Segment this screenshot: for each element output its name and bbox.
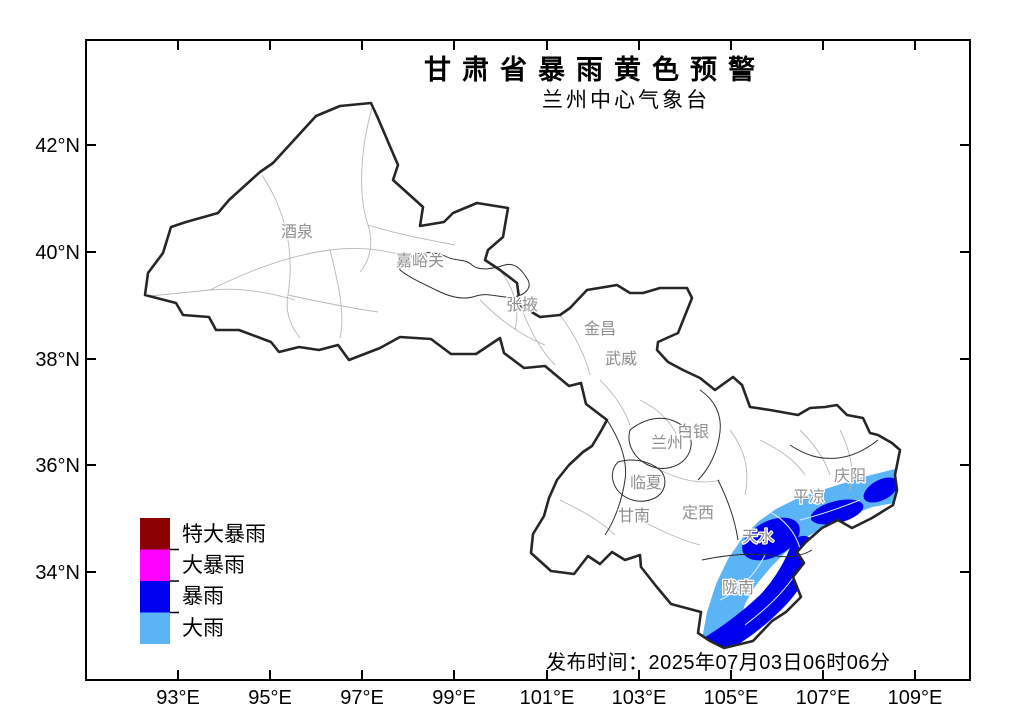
county-boundaries (149, 107, 853, 546)
y-tick-label: 36°N (35, 455, 80, 477)
gannan-boundary (604, 419, 627, 536)
city-label: 武威 (605, 350, 637, 368)
city-label: 平凉 (793, 488, 825, 506)
city-label: 酒泉 (281, 223, 313, 241)
county-line (799, 499, 861, 521)
axis-ticks (86, 40, 970, 680)
county-line (639, 519, 701, 546)
dingxi-tianshui-boundary (717, 479, 739, 541)
county-line (839, 429, 853, 491)
legend-swatch-rainstorm (140, 581, 170, 613)
county-line (559, 314, 591, 376)
y-tick-label: 42°N (35, 135, 80, 157)
county-line (559, 499, 616, 536)
legend: 特大暴雨 大暴雨 暴雨 大雨 (140, 518, 266, 644)
x-tick-label: 105°E (704, 687, 759, 709)
county-line (519, 304, 556, 366)
city-label: 金昌 (584, 320, 616, 338)
x-tick-label: 97°E (340, 687, 384, 709)
legend-swatch-heavy-rain (140, 612, 170, 644)
map-title: 甘肃省暴雨黄色预警 (424, 54, 766, 85)
x-tick-label: 109°E (888, 687, 943, 709)
county-line (149, 288, 296, 301)
county-line (367, 224, 456, 246)
y-tick-label: 38°N (35, 349, 80, 371)
y-axis-labels: 42°N 40°N 38°N 36°N 34°N (35, 135, 80, 584)
jiayuguan-boundary (399, 252, 530, 299)
county-line (599, 379, 631, 426)
county-line (799, 429, 831, 476)
county-line (499, 269, 518, 331)
city-label: 庆阳 (834, 467, 866, 485)
legend-swatch-severe-rainstorm (140, 549, 170, 581)
tianshui-longnan-boundary (701, 549, 813, 561)
x-tick-label: 99°E (432, 687, 476, 709)
baiyin-dingxi-boundary (697, 389, 721, 481)
rainstorm-patch-tianshui (742, 517, 800, 561)
city-label: 兰州 (651, 434, 683, 452)
warning-areas (700, 466, 900, 648)
county-line (287, 294, 379, 313)
county-line (359, 107, 373, 273)
county-line (659, 469, 721, 483)
legend-swatch-extreme-rainstorm (140, 518, 170, 550)
county-line (759, 439, 806, 476)
linxia-boundary (611, 459, 666, 502)
city-label: 甘南 (618, 507, 650, 525)
x-tick-label: 95°E (248, 687, 292, 709)
city-label: 嘉峪关 (396, 252, 444, 270)
legend-label: 特大暴雨 (182, 523, 266, 546)
county-line (329, 249, 343, 339)
city-labels: 酒泉 嘉峪关 张掖 金昌 武威 白银 兰州 临夏 甘南 定西 平凉 庆阳 天水 … (280, 222, 868, 599)
city-label: 白银 (677, 423, 709, 441)
y-tick-label: 34°N (35, 562, 80, 584)
prefecture-boundaries (399, 252, 879, 561)
x-tick-label: 107°E (796, 687, 851, 709)
pingliang-qingyang-boundary (789, 439, 879, 459)
plot-border (85, 39, 971, 681)
county-line (261, 174, 301, 339)
x-tick-label: 101°E (520, 687, 575, 709)
issue-time: 发布时间：2025年07月03日06时06分 (546, 651, 890, 674)
x-tick-label: 103°E (612, 687, 667, 709)
county-line (209, 248, 421, 291)
rainstorm-patch-northeast (863, 477, 899, 503)
x-axis-labels: 93°E 95°E 97°E 99°E 101°E 103°E 105°E 10… (156, 687, 942, 709)
lanzhou-boundary (628, 417, 692, 469)
city-label: 张掖 (506, 296, 538, 314)
y-tick-label: 40°N (35, 242, 80, 264)
city-label: 临夏 (630, 474, 662, 492)
city-label: 定西 (682, 504, 714, 522)
rainstorm-patch-longnan (702, 535, 816, 648)
legend-label: 大暴雨 (182, 554, 245, 577)
county-line (729, 429, 748, 496)
city-label: 天水 (742, 528, 774, 546)
legend-label: 暴雨 (182, 585, 224, 608)
legend-label: 大雨 (182, 617, 224, 640)
gansu-province-outline (143, 101, 902, 650)
map-subtitle: 兰州中心气象台 (542, 88, 710, 112)
rainstorm-patch-pingliang (810, 499, 864, 525)
x-tick-label: 93°E (156, 687, 200, 709)
county-line (769, 511, 801, 549)
city-label: 陇南 (722, 579, 754, 597)
county-line (719, 554, 766, 601)
